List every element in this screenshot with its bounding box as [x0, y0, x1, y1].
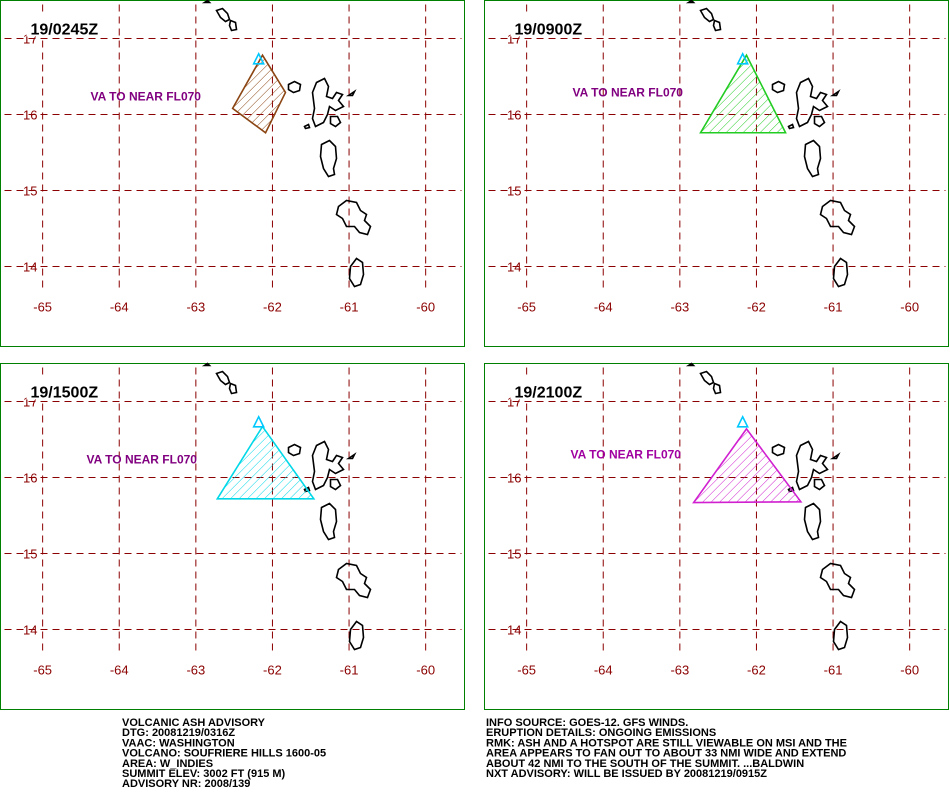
lat-tick-label: 15: [507, 184, 521, 199]
ash-polygon: [699, 53, 787, 134]
lon-tick-label: -63: [186, 663, 205, 678]
ash-polygon: [692, 427, 803, 504]
ash-label: VA TO NEAR FL070: [87, 453, 198, 467]
volcano-marker: [252, 414, 265, 428]
advisory-line: AREA: W_INDIES: [122, 758, 213, 770]
lat-tick-label: 16: [23, 108, 37, 123]
ash-polygon: [231, 53, 287, 134]
lat-tick-label: 15: [507, 547, 521, 562]
lon-tick-label: -64: [110, 663, 129, 678]
lat-tick-label: 14: [23, 260, 37, 275]
volcano-marker: [736, 51, 749, 65]
lon-tick-label: -65: [33, 300, 52, 315]
ash-label: VA TO NEAR FL070: [571, 448, 682, 462]
panel-time: 19/1500Z: [31, 385, 99, 402]
lon-tick-label: -63: [670, 300, 689, 315]
lon-tick-label: -64: [594, 300, 613, 315]
lon-tick-label: -61: [340, 663, 359, 678]
title-backdrop: [510, 16, 593, 37]
panel-border: [0, 0, 465, 347]
lon-tick-label: -60: [900, 300, 919, 315]
lon-tick-label: -61: [824, 663, 843, 678]
title-backdrop: [510, 379, 593, 400]
advisory-line: INFO SOURCE: GOES-12. GFS WINDS.: [486, 717, 688, 729]
lat-tick-label: 16: [23, 471, 37, 486]
lon-tick-label: -62: [263, 300, 282, 315]
panel-time: 19/0900Z: [515, 22, 583, 39]
lon-tick-label: -62: [747, 663, 766, 678]
advisory-line: VOLCANO: SOUFRIERE HILLS 1600-05: [122, 748, 326, 760]
lon-tick-label: -64: [594, 663, 613, 678]
lon-tick-label: -61: [340, 300, 359, 315]
lon-tick-label: -61: [824, 300, 843, 315]
lon-tick-label: -62: [263, 663, 282, 678]
lat-tick-label: 14: [507, 260, 521, 275]
volcano-marker: [252, 51, 265, 65]
panel-time: 19/2100Z: [515, 385, 583, 402]
advisory-line: RMK: ASH AND A HOTSPOT ARE STILL VIEWABL…: [486, 737, 847, 749]
lon-tick-label: -65: [517, 300, 536, 315]
lat-tick-label: 15: [23, 547, 37, 562]
panel-time: 19/0245Z: [31, 22, 99, 39]
lon-tick-label: -65: [517, 663, 536, 678]
lon-tick-label: -63: [186, 300, 205, 315]
advisory-line: NXT ADVISORY: WILL BE ISSUED BY 20081219…: [486, 768, 767, 780]
ash-label: VA TO NEAR FL070: [573, 86, 684, 100]
lat-tick-label: 16: [507, 108, 521, 123]
advisory-line: AREA APPEARS TO FAN OUT TO ABOUT 33 NMI …: [486, 748, 846, 760]
ash-label: VA TO NEAR FL070: [91, 90, 202, 104]
lon-tick-label: -62: [747, 300, 766, 315]
lon-tick-label: -65: [33, 663, 52, 678]
volcano-marker: [736, 414, 749, 428]
lon-tick-label: -63: [670, 663, 689, 678]
lat-tick-label: 14: [507, 623, 521, 638]
advisory-line: VAAC: WASHINGTON: [122, 737, 235, 749]
advisory-line: VOLCANIC ASH ADVISORY: [122, 717, 266, 729]
title-backdrop: [26, 379, 109, 400]
lon-tick-label: -64: [110, 300, 129, 315]
lat-tick-label: 14: [23, 623, 37, 638]
panel-border: [484, 0, 949, 347]
lon-tick-label: -60: [900, 663, 919, 678]
advisory-right: INFO SOURCE: GOES-12. GFS WINDS.ERUPTION…: [486, 717, 847, 780]
lon-tick-label: -60: [416, 300, 435, 315]
lon-tick-label: -60: [416, 663, 435, 678]
advisory-line: SUMMIT ELEV: 3002 FT (915 M): [122, 768, 286, 780]
title-backdrop: [26, 16, 109, 37]
advisory-line: ABOUT 42 NMI TO THE SOUTH OF THE SUMMIT.…: [486, 758, 804, 770]
advisory-line: ERUPTION DETAILS: ONGOING EMISSIONS: [486, 727, 716, 739]
advisory-line: ADVISORY NR: 2008/139: [122, 778, 250, 790]
panel-border: [484, 363, 949, 710]
lat-tick-label: 15: [23, 184, 37, 199]
advisory-line: DTG: 20081219/0316Z: [122, 727, 235, 739]
panel-border: [0, 363, 465, 710]
ash-polygon: [215, 425, 316, 500]
lat-tick-label: 16: [507, 471, 521, 486]
